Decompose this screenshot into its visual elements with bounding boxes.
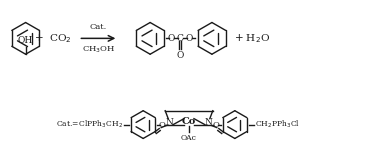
Text: $+$  CO$_2$: $+$ CO$_2$: [34, 32, 71, 45]
Text: O: O: [212, 121, 219, 129]
Text: C: C: [177, 34, 183, 43]
Text: Co: Co: [182, 117, 196, 126]
Text: $+$ H$_2$O: $+$ H$_2$O: [234, 32, 270, 45]
Text: O: O: [177, 51, 184, 60]
Text: O: O: [159, 121, 166, 129]
Text: OAc: OAc: [181, 134, 197, 142]
Text: OH: OH: [18, 36, 33, 45]
Text: CH$_2$PPh$_3$Cl: CH$_2$PPh$_3$Cl: [255, 119, 300, 130]
Text: Cat.=ClPPh$_3$CH$_2$: Cat.=ClPPh$_3$CH$_2$: [56, 119, 123, 130]
Text: Cat.: Cat.: [90, 23, 107, 31]
Text: O: O: [167, 34, 175, 43]
Text: N: N: [165, 118, 173, 127]
Text: O: O: [185, 34, 193, 43]
Text: N: N: [205, 118, 213, 127]
Text: CH$_3$OH: CH$_3$OH: [82, 44, 115, 55]
